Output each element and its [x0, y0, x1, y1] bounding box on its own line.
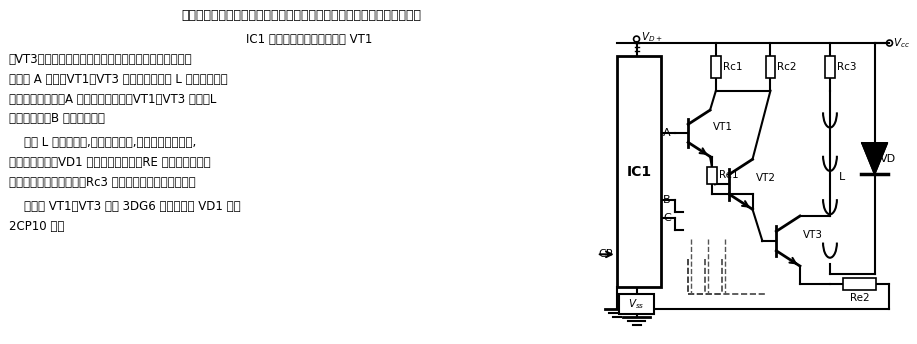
- Bar: [617, 56, 661, 287]
- Text: Rc2: Rc2: [778, 62, 797, 72]
- Bar: [825, 56, 835, 77]
- Text: 机转过一个角度。A 端上脉冲消失后，VT1～VT3 截止，L: 机转过一个角度。A 端上脉冲消失后，VT1～VT3 截止，L: [8, 93, 216, 106]
- Text: L: L: [839, 172, 845, 182]
- Text: 出现在 A 端时，VT1～VT3 导通，电机绕组 L 通电，带动电: 出现在 A 端时，VT1～VT3 导通，电机绕组 L 通电，带动电: [8, 73, 227, 86]
- Text: VD: VD: [879, 154, 896, 164]
- Text: VT1: VT1: [713, 122, 733, 132]
- Text: Re2: Re2: [850, 293, 869, 303]
- Text: IC1: IC1: [626, 164, 652, 179]
- Text: 电阻，用以稳定工作点；Rc3 起限流作用（几十欧姆）。: 电阻，用以稳定工作点；Rc3 起限流作用（几十欧姆）。: [8, 176, 195, 189]
- Text: 本电路可使步进电机的绕组在脉冲作用下依次导通，驱动步进电机工作。: 本电路可使步进电机的绕组在脉冲作用下依次导通，驱动步进电机工作。: [182, 9, 421, 22]
- Bar: [619, 294, 655, 314]
- Text: 断电。此时，B 端出现脉冲。: 断电。此时，B 端出现脉冲。: [8, 112, 105, 126]
- Text: $V_{ss}$: $V_{ss}$: [628, 297, 645, 311]
- Text: B: B: [663, 195, 671, 205]
- Text: 2CP10 型。: 2CP10 型。: [8, 219, 64, 233]
- Text: $V_{cc}$: $V_{cc}$: [893, 36, 911, 50]
- Text: IC1 为脉冲分配器，与晶体管 VT1: IC1 为脉冲分配器，与晶体管 VT1: [230, 33, 372, 46]
- Polygon shape: [862, 143, 888, 174]
- Text: 省略另外两相。VD1 为保护用二极管；RE 为晶体管发射极: 省略另外两相。VD1 为保护用二极管；RE 为晶体管发射极: [8, 156, 210, 169]
- Bar: [707, 167, 717, 184]
- Text: CP: CP: [598, 249, 613, 259]
- Text: A: A: [663, 128, 671, 138]
- Text: Rc1: Rc1: [723, 62, 743, 72]
- Bar: [711, 56, 721, 77]
- Text: VT2: VT2: [756, 173, 776, 183]
- Bar: [844, 278, 876, 290]
- Text: 图中 L 为电机绕组,实际应接三相,本图中只画出单相,: 图中 L 为电机绕组,实际应接三相,本图中只画出单相,: [8, 136, 196, 149]
- Text: VT3: VT3: [803, 230, 823, 240]
- Text: C: C: [663, 213, 671, 223]
- Text: Rc3: Rc3: [837, 62, 856, 72]
- Text: Re1: Re1: [719, 170, 738, 180]
- Text: ～VT3构成驱动步进电机的功率接口电路。当高电平脉冲: ～VT3构成驱动步进电机的功率接口电路。当高电平脉冲: [8, 53, 193, 66]
- Bar: [766, 56, 776, 77]
- Text: 三极管 VT1～VT3 选用 3DG6 型。二极管 VD1 选用: 三极管 VT1～VT3 选用 3DG6 型。二极管 VD1 选用: [8, 200, 240, 213]
- Text: $V_{D+}$: $V_{D+}$: [640, 30, 662, 44]
